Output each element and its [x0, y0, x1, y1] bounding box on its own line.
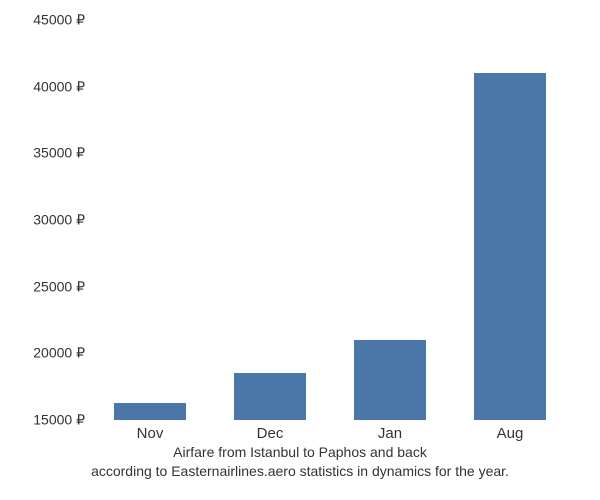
plot-area: 15000 ₽20000 ₽25000 ₽30000 ₽35000 ₽40000… — [90, 20, 570, 420]
bars-group — [90, 20, 570, 420]
y-tick-label: 15000 ₽ — [20, 412, 85, 429]
bar — [474, 73, 546, 420]
chart-container: 15000 ₽ 20000 ₽ 25000 ₽ 30000 ₽ 35000 ₽ 40000… — [0, 0, 600, 500]
chart-caption: Airfare from Istanbul to Paphos and back… — [0, 443, 600, 482]
x-tick-label: Nov — [137, 425, 164, 442]
x-tick-label: Dec — [257, 425, 284, 442]
bar — [234, 373, 306, 420]
y-tick-label: 20000 ₽ — [20, 345, 85, 362]
y-tick-label: 40000 ₽ — [20, 78, 85, 95]
x-tick-label: Aug — [497, 425, 524, 442]
y-tick-label: 45000 ₽ — [20, 12, 85, 29]
y-tick-label: 30000 ₽ — [20, 212, 85, 229]
caption-line2: according to Easternairlines.aero statis… — [91, 463, 509, 479]
y-axis: 15000 ₽20000 ₽25000 ₽30000 ₽35000 ₽40000… — [20, 20, 85, 420]
caption-line1: Airfare from Istanbul to Paphos and back — [173, 444, 427, 460]
y-tick-label: 35000 ₽ — [20, 145, 85, 162]
bar — [114, 403, 186, 420]
x-tick-label: Jan — [378, 425, 402, 442]
bar — [354, 340, 426, 420]
y-tick-label: 25000 ₽ — [20, 278, 85, 295]
